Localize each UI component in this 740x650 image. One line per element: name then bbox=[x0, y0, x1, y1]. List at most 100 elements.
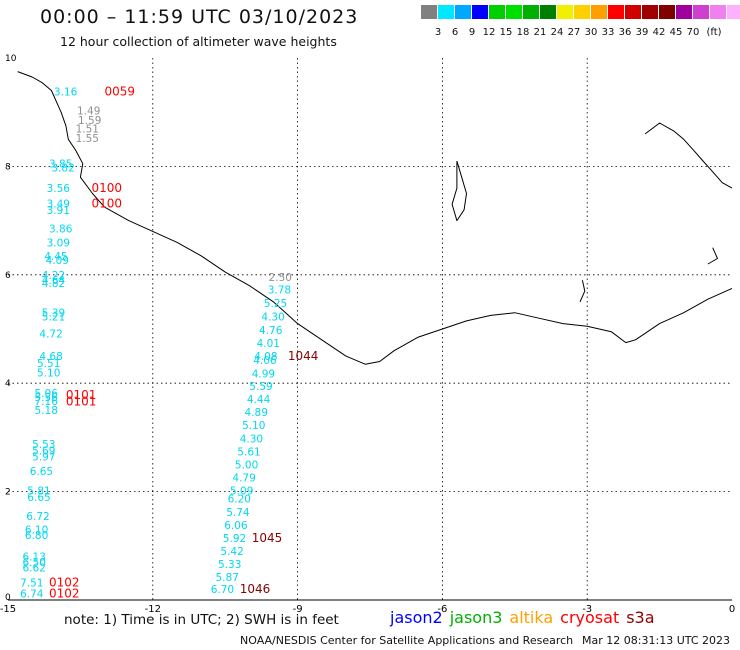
legend-swatch bbox=[710, 5, 727, 19]
legend-label: 45 bbox=[669, 27, 683, 38]
y-tick-label: 6 bbox=[5, 271, 11, 281]
legend-label: 9 bbox=[468, 27, 476, 38]
wave-height-label: 5.00 bbox=[235, 460, 258, 472]
legend-swatch bbox=[591, 5, 608, 19]
legend-label: 30 bbox=[584, 27, 598, 38]
wave-height-label: 4.76 bbox=[259, 325, 283, 337]
footer: NOAA/NESDIS Center for Satellite Applica… bbox=[240, 634, 730, 647]
grid-lines bbox=[8, 58, 732, 601]
satellite-altika: altika bbox=[509, 608, 554, 627]
x-tick-label: -15 bbox=[0, 604, 16, 615]
wave-height-label: 4.64 bbox=[42, 275, 66, 287]
wave-height-label: 4.22 bbox=[42, 270, 65, 282]
wave-height-label: 4.08 bbox=[254, 351, 277, 363]
wave-height-label: 5.69 bbox=[32, 445, 55, 457]
wave-height-label: 4.68 bbox=[39, 351, 62, 363]
wave-height-label: 4.44 bbox=[247, 394, 271, 406]
legend-label: 21 bbox=[533, 27, 547, 38]
pass-time-label: 1044 bbox=[288, 349, 319, 363]
pass-time-label: 0101 bbox=[66, 395, 97, 409]
generated-timestamp: Mar 12 08:31:13 UTC 2023 bbox=[582, 634, 730, 647]
wave-height-label: 6.65 bbox=[27, 492, 50, 504]
wave-height-label: 6.62 bbox=[23, 563, 46, 575]
legend-swatch bbox=[506, 5, 523, 19]
wave-height-label: 5.06 bbox=[35, 388, 59, 400]
legend-label: 12 bbox=[482, 27, 496, 38]
wave-height-label: 3.09 bbox=[47, 237, 70, 249]
axis-tick-labels: -15 -12 -9 -6 -3 0 0 2 4 6 8 10 bbox=[0, 54, 735, 615]
wave-height-label: 4.06 bbox=[253, 355, 277, 367]
wave-height-label: 4.79 bbox=[232, 473, 255, 485]
wave-height-label: 4.30 bbox=[240, 434, 263, 446]
wave-height-label: 4.89 bbox=[245, 407, 268, 419]
wave-height-label: 5.97 bbox=[32, 451, 55, 463]
pass-time-label: 0100 bbox=[92, 181, 123, 195]
wave-height-label: 7.16 bbox=[35, 396, 59, 408]
coastline-segment bbox=[707, 247, 718, 265]
coastline-segment bbox=[17, 71, 733, 365]
wave-height-label: 6.06 bbox=[224, 520, 248, 532]
satellite-legend: jason2 jason3 altika cryosat s3a bbox=[390, 608, 662, 627]
wave-height-label: 3.56 bbox=[47, 183, 71, 195]
wave-height-label: 6.74 bbox=[20, 589, 44, 601]
coastline-segment bbox=[451, 160, 467, 222]
legend-swatch bbox=[727, 5, 740, 19]
pass-time-label: 0102 bbox=[49, 587, 80, 601]
y-tick-label: 2 bbox=[5, 488, 11, 498]
y-tick-label: 8 bbox=[5, 162, 11, 172]
wave-height-label: 4.45 bbox=[44, 251, 67, 263]
wave-height-label: 6.80 bbox=[25, 530, 48, 542]
x-tick-label: -9 bbox=[293, 604, 303, 615]
pass-time-label: 0100 bbox=[92, 196, 123, 210]
wave-height-label: 5.10 bbox=[37, 367, 60, 379]
pass-time-label: 0059 bbox=[105, 85, 136, 99]
wave-height-label: 5.92 bbox=[223, 533, 246, 545]
wave-height-label: 5.51 bbox=[37, 358, 60, 370]
satellite-s3a: s3a bbox=[626, 608, 655, 627]
coastline-segment bbox=[644, 122, 733, 189]
legend-swatch bbox=[438, 5, 455, 19]
pass-time-label: 1046 bbox=[240, 582, 271, 596]
footnote: note: 1) Time is in UTC; 2) SWH is in fe… bbox=[64, 612, 339, 628]
legend-label: 39 bbox=[635, 27, 649, 38]
legend-swatch bbox=[693, 5, 710, 19]
legend-label: 18 bbox=[516, 27, 530, 38]
legend-label: 15 bbox=[499, 27, 513, 38]
pass-time-label: 0102 bbox=[49, 576, 80, 590]
wave-height-label: 5.87 bbox=[216, 572, 239, 584]
wave-height-label: 5.56 bbox=[35, 392, 59, 404]
credit-text: NOAA/NESDIS Center for Satellite Applica… bbox=[240, 634, 574, 647]
wave-height-label: 1.55 bbox=[76, 133, 99, 145]
legend-swatch bbox=[455, 5, 472, 19]
wave-height-label: 4.01 bbox=[257, 338, 280, 350]
satellite-jason3: jason3 bbox=[449, 608, 503, 627]
legend-label: 27 bbox=[567, 27, 581, 38]
legend-swatch bbox=[608, 5, 625, 19]
legend-label: 33 bbox=[601, 27, 615, 38]
y-tick-label: 10 bbox=[5, 54, 17, 64]
wave-height-label: 5.81 bbox=[27, 486, 50, 498]
coastline bbox=[17, 71, 733, 365]
wave-height-label: 3.85 bbox=[49, 159, 72, 171]
wave-height-label: 5.42 bbox=[220, 546, 243, 558]
x-tick-label: -3 bbox=[582, 604, 592, 615]
wave-height-label: 5.74 bbox=[226, 507, 250, 519]
legend-label: 6 bbox=[451, 27, 459, 38]
satellite-jason2: jason2 bbox=[390, 608, 443, 627]
wave-height-label: 6.13 bbox=[23, 552, 46, 564]
wave-height-label: 6.50 bbox=[23, 557, 46, 569]
wave-height-label: 5.18 bbox=[35, 405, 58, 417]
wave-height-label: 4.99 bbox=[252, 368, 275, 380]
wave-height-label: 4.30 bbox=[261, 312, 284, 324]
wave-height-label: 3.82 bbox=[51, 163, 74, 175]
wave-height-label: 2.50 bbox=[269, 272, 292, 284]
wave-height-label: 6.10 bbox=[25, 525, 48, 537]
wave-height-label: 3.86 bbox=[49, 224, 73, 236]
legend-swatch bbox=[625, 5, 642, 19]
wave-height-label: 4.82 bbox=[42, 278, 65, 290]
wave-height-label: 5.53 bbox=[32, 439, 55, 451]
legend-label: 24 bbox=[550, 27, 564, 38]
pass-time-label: 1045 bbox=[252, 531, 283, 545]
legend-label: 42 bbox=[652, 27, 666, 38]
